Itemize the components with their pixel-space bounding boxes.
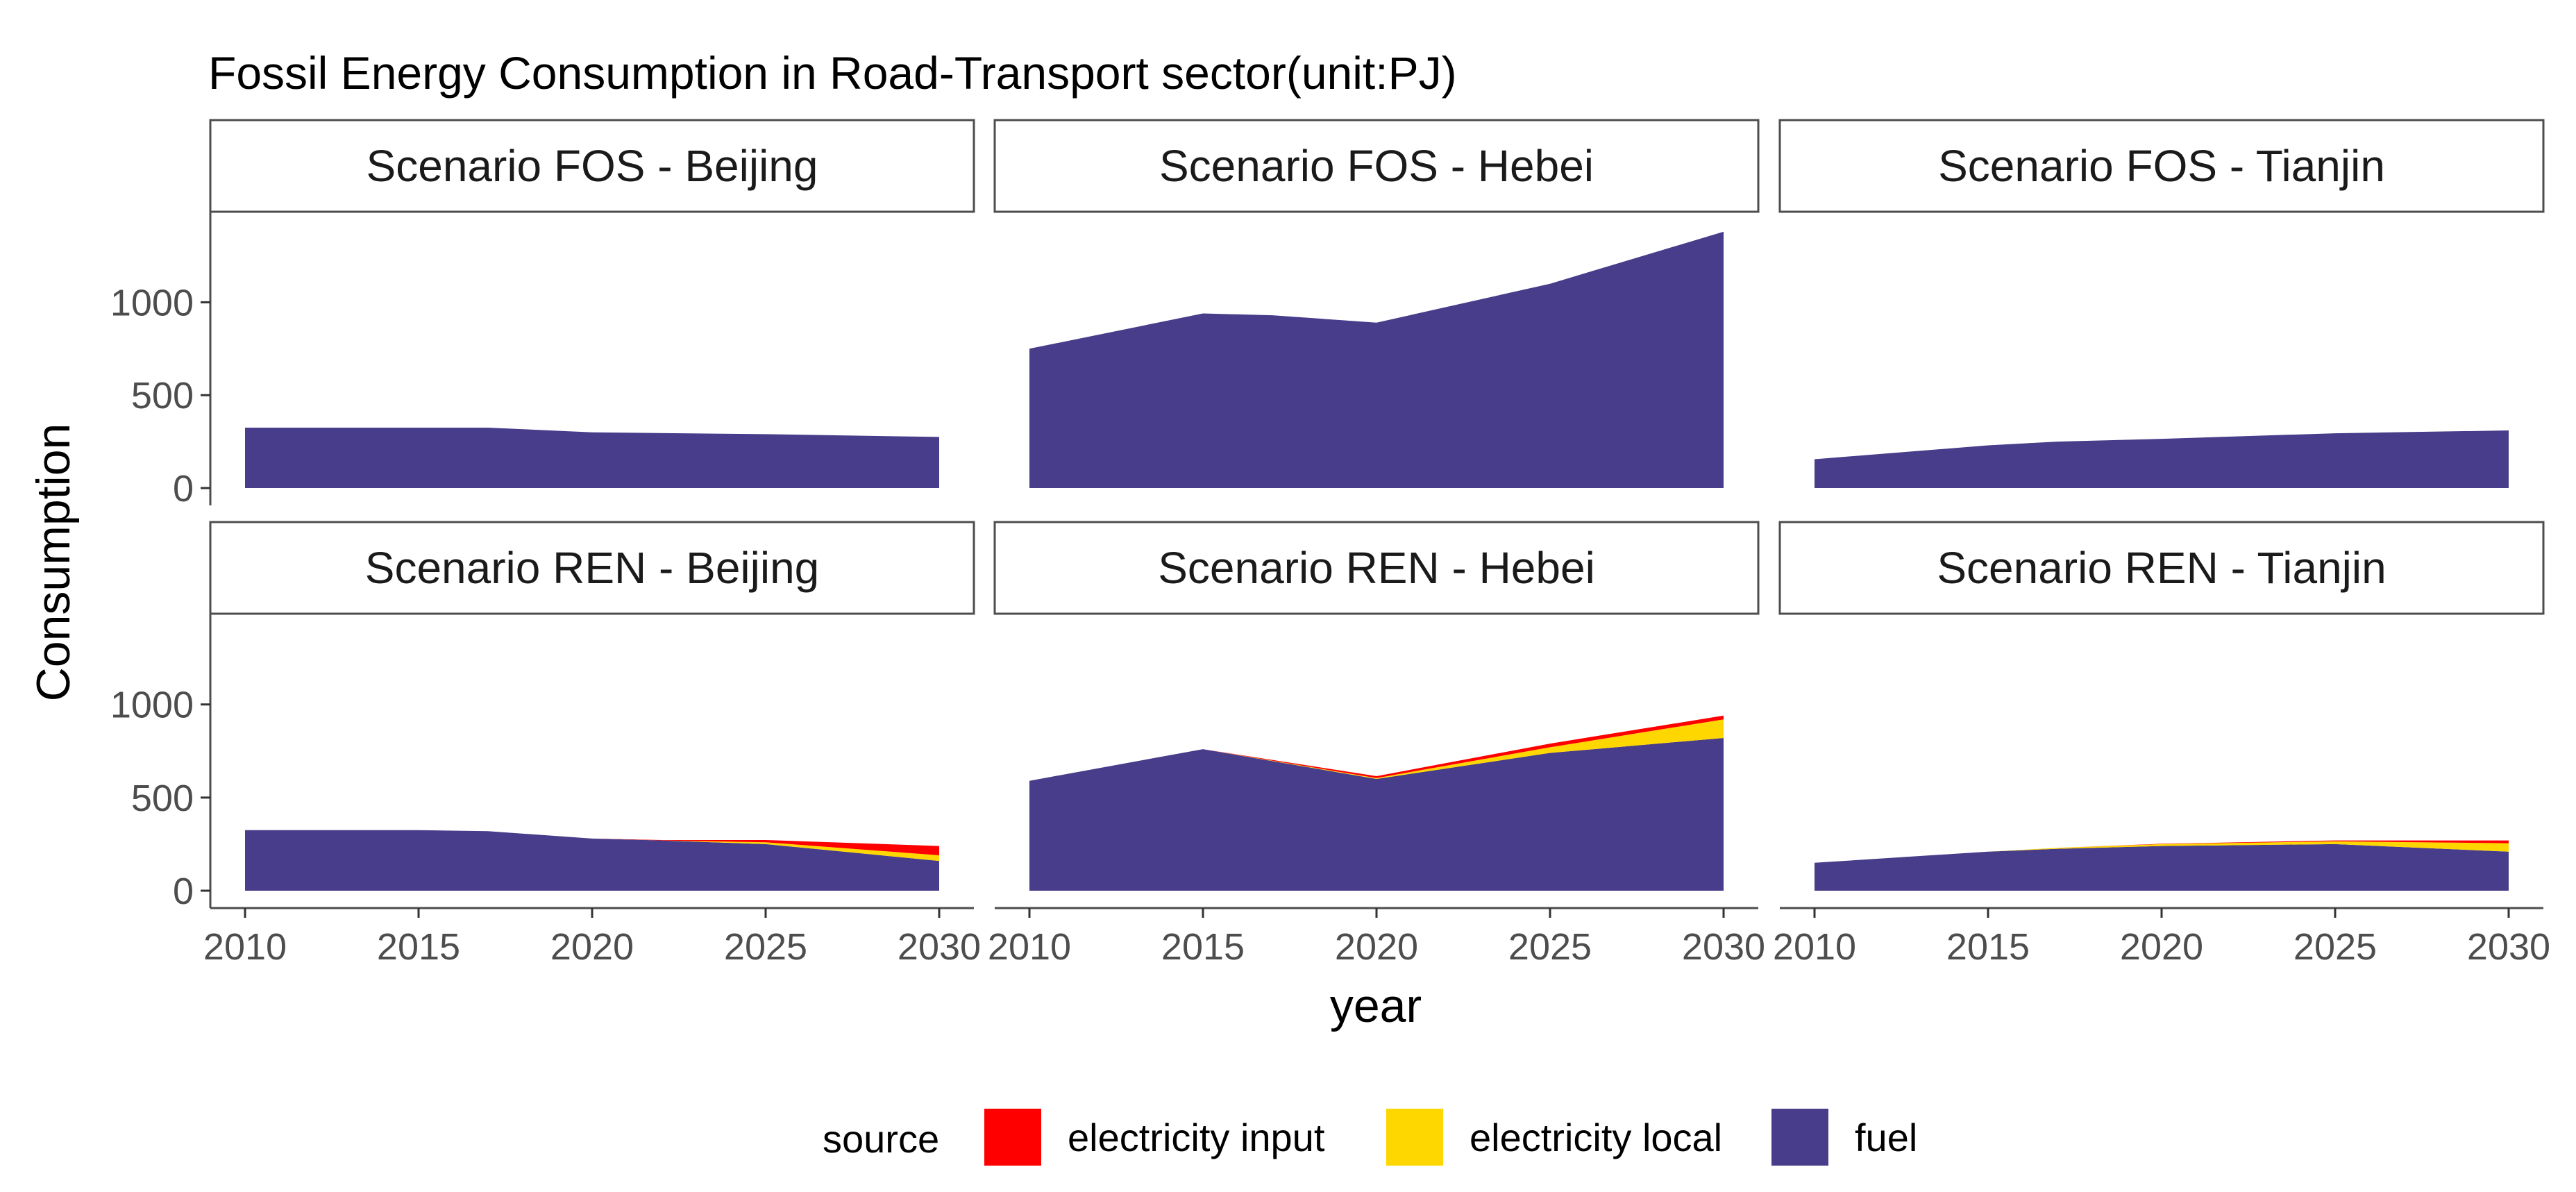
panel-scenario-ren-beijing: Scenario REN - Beijing 0 500 1000 2010 2015 20…: [110, 521, 981, 968]
legend-key-fuel: [1771, 1109, 1828, 1166]
y-tick-label: 0: [173, 871, 194, 912]
legend-label-electricity-local: electricity local: [1470, 1116, 1722, 1159]
y-axis-title: Consumption: [27, 423, 80, 702]
y-tick-label: 1000: [110, 685, 194, 726]
panel-scenario-fos-beijing: Scenario FOS - Beijing 0 500 1000: [110, 119, 975, 510]
panel-scenario-ren-hebei: Scenario REN - Hebei 2010 2015 2020 2025 2030: [988, 521, 1765, 968]
x-tick-label: 2030: [2467, 926, 2550, 968]
y-tick-label: 500: [131, 375, 194, 417]
area-electricity-local: [1815, 841, 2509, 863]
x-tick-label: 2010: [988, 926, 1071, 968]
facet-strip-label: Scenario REN - Hebei: [1158, 543, 1595, 593]
facet-strip: [1778, 521, 2545, 615]
legend-key-electricity-input: [984, 1109, 1041, 1166]
facet-strip: [209, 119, 975, 213]
facet-strip-label: Scenario REN - Tianjin: [1937, 543, 2386, 593]
area-fuel: [245, 830, 939, 891]
facet-strip: [993, 521, 1760, 615]
panel-scenario-ren-tianjin: Scenario REN - Tianjin 2010 2015 2020 2025 20…: [1773, 521, 2550, 968]
x-tick-label: 2030: [898, 926, 981, 968]
area-fuel: [1029, 231, 1724, 488]
panel-scenario-fos-tianjin: Scenario FOS - Tianjin: [1778, 119, 2545, 488]
legend-key-electricity-local: [1386, 1109, 1443, 1166]
chart-title: Fossil Energy Consumption in Road-Transp…: [208, 47, 1457, 99]
facet-strip: [1778, 119, 2545, 213]
facet-strip-label: Scenario FOS - Hebei: [1159, 141, 1594, 191]
area-electricity-input: [245, 830, 939, 855]
x-tick-label: 2010: [203, 926, 287, 968]
x-tick-label: 2015: [1161, 926, 1245, 968]
area-fuel: [1815, 430, 2509, 488]
legend: source electricity input electricity loca…: [823, 1109, 1917, 1166]
x-tick-label: 2030: [1682, 926, 1765, 968]
x-tick-label: 2025: [2293, 926, 2377, 968]
x-tick-label: 2010: [1773, 926, 1856, 968]
x-tick-label: 2015: [377, 926, 460, 968]
x-tick-label: 2020: [550, 926, 634, 968]
facet-strip-label: Scenario FOS - Tianjin: [1938, 141, 2385, 191]
x-tick-label: 2025: [724, 926, 807, 968]
y-tick-label: 1000: [110, 282, 194, 324]
x-tick-label: 2020: [1335, 926, 1418, 968]
area-fuel: [1815, 843, 2509, 891]
x-axis-title: year: [1330, 980, 1422, 1032]
legend-title: source: [823, 1117, 939, 1161]
area-electricity-local: [245, 830, 939, 862]
y-tick-label: 500: [131, 778, 194, 819]
legend-label-fuel: fuel: [1855, 1116, 1917, 1159]
facet-strip: [993, 119, 1760, 213]
x-tick-label: 2015: [1946, 926, 2030, 968]
area-fuel: [1029, 738, 1724, 891]
facet-strip-label: Scenario FOS - Beijing: [367, 141, 818, 191]
panel-scenario-fos-hebei: Scenario FOS - Hebei: [993, 119, 1760, 488]
facet-strip: [209, 521, 975, 615]
facet-strip-label: Scenario REN - Beijing: [365, 543, 820, 593]
legend-label-electricity-input: electricity input: [1068, 1116, 1325, 1159]
area-fuel: [245, 428, 939, 488]
x-tick-label: 2020: [2120, 926, 2203, 968]
x-tick-label: 2025: [1508, 926, 1592, 968]
y-tick-label: 0: [173, 468, 194, 510]
